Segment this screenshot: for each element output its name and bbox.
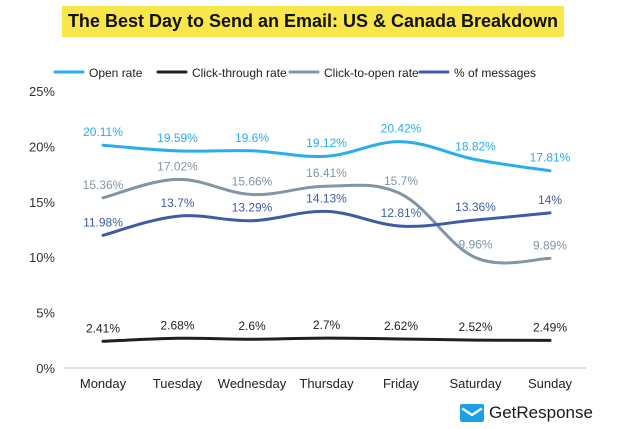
data-label: 15.7% [384,174,418,188]
data-label: 13.7% [160,196,194,210]
data-label: 19.6% [235,131,269,145]
data-label: 2.62% [384,319,418,333]
data-label: 19.59% [157,131,198,145]
data-label: 15.66% [232,174,273,188]
y-tick-label: 20% [29,139,55,154]
data-label: 14.13% [306,191,347,205]
y-tick-label: 15% [29,195,55,210]
y-tick-label: 25% [29,84,55,99]
series-line [101,209,552,237]
legend-label: Open rate [89,66,143,80]
data-label: 11.98% [83,215,123,229]
series-line [101,140,552,173]
x-tick-label: Monday [80,376,127,391]
data-label: 2.7% [313,318,341,332]
legend-label: Click-to-open rate [324,66,419,80]
x-tick-label: Wednesday [218,376,287,391]
x-tick-label: Friday [383,376,420,391]
legend-label: Click-through rate [192,66,287,80]
getresponse-logo: GetResponse [460,402,593,424]
data-label: 17.81% [530,151,571,165]
data-label: 12.81% [381,206,422,220]
data-label: 2.49% [533,320,567,334]
chart-title-banner: The Best Day to Send an Email: US & Cana… [62,6,564,37]
data-label: 2.68% [160,318,194,332]
data-label: 14% [538,193,562,207]
data-label: 17.02% [157,159,198,173]
y-tick-label: 0% [36,361,55,376]
series-line [101,177,552,265]
data-label: 20.11% [83,125,123,139]
brand-name: GetResponse [489,403,593,422]
data-label: 15.36% [83,178,124,192]
data-label: 2.41% [86,321,120,335]
x-tick-label: Thursday [299,376,354,391]
y-tick-label: 5% [36,306,55,321]
data-label: 9.96% [458,238,492,252]
data-label: 20.42% [381,122,422,136]
data-label: 13.29% [232,201,273,215]
data-label: 19.12% [306,136,347,150]
data-label: 2.52% [458,320,492,334]
data-label: 9.89% [533,238,567,252]
legend-label: % of messages [454,66,536,80]
series-line [101,336,552,343]
data-label: 16.41% [306,166,347,180]
data-label: 13.36% [455,200,496,214]
x-tick-label: Saturday [449,376,502,391]
x-tick-label: Sunday [528,376,573,391]
chart-title: The Best Day to Send an Email: US & Cana… [67,11,559,31]
x-tick-label: Tuesday [153,376,203,391]
y-tick-label: 10% [29,250,55,265]
data-label: 2.6% [238,319,266,333]
envelope-icon [460,404,484,422]
data-label: 18.82% [455,139,496,153]
